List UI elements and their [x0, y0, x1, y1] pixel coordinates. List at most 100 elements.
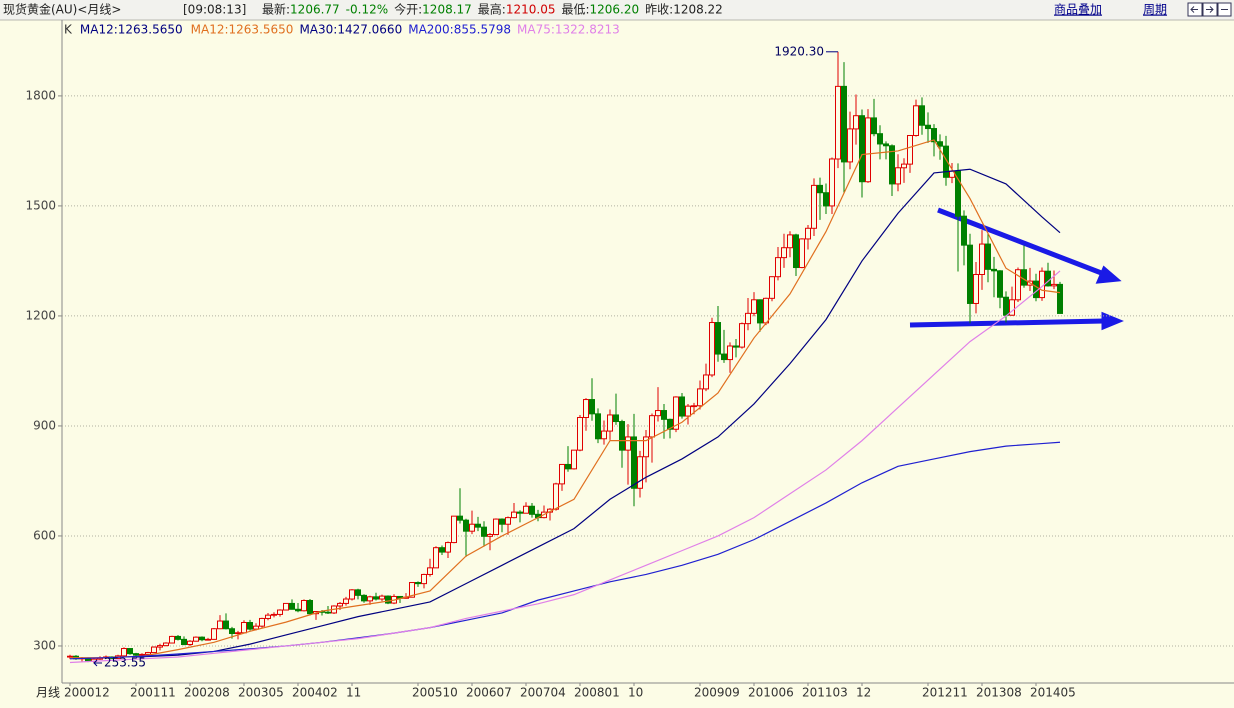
candle-body [229, 628, 235, 634]
candle-body [991, 268, 997, 272]
candle-body [499, 518, 505, 525]
candle-body [727, 345, 733, 361]
candle-body [829, 158, 835, 207]
candle-body [751, 299, 757, 314]
x-tick-label: 200402 [292, 686, 338, 700]
candle-body [517, 511, 523, 514]
field-value: 1206.20 [590, 3, 640, 17]
x-axis-label: 月线 [36, 686, 60, 700]
support-arrow [909, 318, 1105, 328]
field-value: 1210.05 [506, 3, 556, 17]
candle-body [241, 621, 247, 634]
candle-body [361, 594, 367, 602]
candle-body [1003, 296, 1009, 316]
candle-body [607, 414, 613, 432]
candle-body [667, 418, 673, 430]
y-tick-label: 1500 [25, 198, 56, 212]
candle-body [343, 598, 349, 604]
x-tick-label: 12 [856, 686, 871, 700]
candle-body [301, 599, 307, 612]
candle-body [427, 567, 433, 575]
candle-body [679, 396, 685, 417]
x-tick-label: 200704 [520, 686, 566, 700]
candle-body [697, 388, 703, 407]
candle-body [601, 430, 607, 440]
header-title: 现货黄金(AU)<月线> [3, 2, 121, 17]
period-button[interactable]: 周期 [1143, 3, 1167, 17]
candle-body [625, 436, 631, 451]
candle-body [373, 596, 379, 600]
nav-buttons[interactable] [1187, 2, 1232, 17]
candle-body [451, 515, 457, 544]
candle-body [289, 602, 295, 610]
candle-body [145, 652, 151, 655]
candle-body [337, 602, 343, 607]
x-tick-label: 11 [346, 686, 361, 700]
candle-body [817, 184, 823, 194]
candle-body [961, 215, 967, 246]
candle-body [307, 599, 313, 615]
candle-body [157, 645, 163, 648]
candle-body [67, 655, 73, 658]
candle-body [199, 636, 205, 641]
x-tick-label: 200909 [694, 686, 740, 700]
candle-body [445, 542, 451, 553]
candle-body [985, 243, 991, 270]
candle-body [1051, 283, 1057, 287]
candle-body [931, 128, 937, 143]
candle-body [967, 244, 973, 304]
candle-body [121, 648, 127, 657]
y-tick-label: 1800 [25, 88, 56, 102]
candle-body [1021, 269, 1027, 286]
ma-line [69, 270, 1061, 664]
candle-body [385, 595, 391, 604]
candle-body [781, 247, 787, 259]
candle-body [691, 405, 697, 408]
candle-body [481, 526, 487, 537]
field-label: 最高: [478, 2, 506, 17]
candle-body [739, 323, 745, 348]
candle-body [823, 192, 829, 207]
candle-body [811, 184, 817, 229]
x-tick-label: 200305 [238, 686, 284, 700]
candle-body [211, 628, 217, 640]
overlay-button[interactable]: 商品叠加 [1054, 2, 1102, 17]
nav-right-icon [1206, 6, 1214, 13]
field-label: 昨收: [645, 3, 673, 17]
x-tick-label: 201308 [976, 686, 1022, 700]
candle-body [1015, 269, 1021, 301]
candle-body [181, 638, 187, 645]
candle-body [151, 646, 157, 654]
candle-body [379, 595, 385, 600]
candle-body [925, 124, 931, 130]
candle-body [529, 505, 535, 515]
candle-body [133, 653, 139, 656]
ma-line [70, 139, 1061, 659]
x-tick-label: 201211 [922, 686, 968, 700]
legend-entry: K [64, 23, 73, 37]
candle-body [469, 523, 475, 532]
candle-body [367, 596, 373, 602]
candle-body [733, 345, 739, 348]
candle-body [841, 85, 847, 163]
candle-body [805, 227, 811, 240]
candle-body [721, 353, 727, 361]
x-tick-label: 200510 [412, 686, 458, 700]
candle-body [937, 141, 943, 147]
candle-body [247, 621, 253, 630]
ma-line [135, 168, 1061, 658]
field-value: 1206.77 [290, 3, 340, 17]
legend-entry: MA30:1427.0660 [299, 23, 402, 37]
header-time: [09:08:13] [183, 3, 246, 17]
legend-entry: MA12:1263.5650 [191, 23, 294, 37]
candle-body [955, 170, 961, 217]
y-tick-label: 900 [33, 418, 56, 432]
candle-body [421, 573, 427, 585]
candle-body [745, 312, 751, 325]
field-label: 最低: [561, 3, 589, 17]
candle-body [475, 523, 481, 528]
candle-body [901, 163, 907, 169]
x-tick-label: 200111 [130, 686, 176, 700]
arrow-head [1101, 311, 1124, 331]
candle-body [997, 270, 1003, 298]
